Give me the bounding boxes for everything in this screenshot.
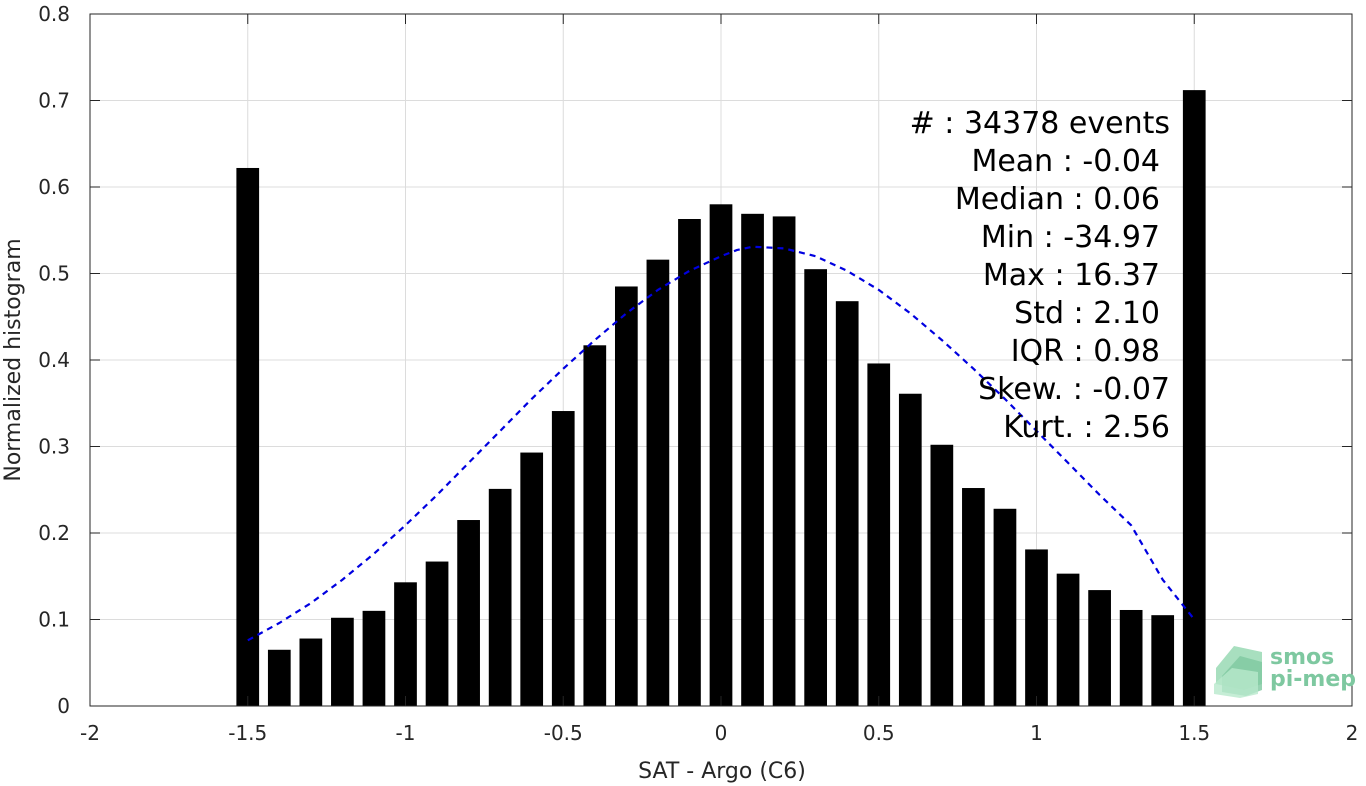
histogram-bar: [678, 219, 701, 706]
y-tick-label: 0.5: [38, 262, 70, 286]
smos-pi-mep-logo: smos pi-mep: [1214, 645, 1356, 698]
stats-line: Min : -34.97: [981, 220, 1160, 255]
y-tick-label: 0: [57, 694, 70, 718]
histogram-bar: [614, 286, 638, 706]
y-tick-label: 0.3: [38, 435, 70, 459]
x-tick-label: 1: [1030, 721, 1043, 745]
histogram-bar: [520, 452, 544, 706]
x-tick-label: -0.5: [544, 721, 583, 745]
stats-line: Skew. : -0.07: [978, 372, 1170, 407]
histogram-bar: [488, 488, 512, 706]
y-tick-label: 0.1: [38, 608, 70, 632]
histogram-bar: [930, 444, 954, 706]
x-tick-label: 2: [1346, 721, 1359, 745]
histogram-bar: [457, 520, 480, 706]
histogram-bar: [299, 638, 323, 706]
histogram-bar: [362, 610, 386, 706]
y-tick-label: 0.6: [38, 175, 70, 199]
histogram-bar: [331, 617, 354, 706]
x-tick-label: 1.5: [1178, 721, 1210, 745]
logo-line-2: pi-mep: [1270, 667, 1356, 692]
logo-mark-icon: [1214, 646, 1262, 698]
tick-labels: -2 -1.5 -1 -0.5 0 0.5 1 1.5 2 0 0.1 0.2 0.3 0.4 0.5 0.6…: [38, 2, 1358, 745]
stats-line: Max : 16.37: [983, 258, 1160, 293]
histogram-bar: [551, 411, 575, 706]
histogram-bar: [1025, 549, 1048, 706]
histogram-bar: [804, 269, 828, 706]
gaussian-fit-curve: [247, 245, 1196, 642]
histogram-bar: [236, 167, 260, 707]
x-tick-label: -1.5: [228, 721, 267, 745]
histogram-bar: [1088, 590, 1111, 706]
stats-line: Mean : -0.04: [971, 144, 1160, 179]
histogram-bar: [583, 345, 607, 706]
histogram-bar: [1151, 615, 1175, 706]
histogram-bar: [1182, 90, 1206, 707]
stats-line: Median : 0.06: [955, 182, 1160, 217]
histogram-bar: [709, 204, 733, 707]
stats-line: Std : 2.10: [1014, 296, 1160, 331]
histogram-bar: [425, 561, 449, 706]
histogram-bar: [267, 649, 291, 706]
axes-box: [89, 13, 1353, 707]
histogram-bar: [898, 393, 922, 706]
histogram-bar: [741, 213, 764, 706]
histogram-bar: [1119, 609, 1143, 706]
x-axis-title: SAT - Argo (C6): [638, 759, 806, 784]
histogram-bar: [1056, 573, 1080, 706]
stats-line: Kurt. : 2.56: [1003, 410, 1170, 445]
y-axis-title: Normalized histogram: [1, 238, 26, 481]
histogram-bar: [962, 488, 985, 706]
y-tick-label: 0.7: [38, 89, 70, 113]
histogram-bar: [867, 363, 891, 706]
logo-line-1: smos: [1270, 645, 1334, 670]
histogram-bar: [993, 508, 1017, 706]
stats-line: IQR : 0.98: [1011, 334, 1160, 369]
histogram-bar: [394, 582, 417, 706]
histogram-bar: [646, 259, 670, 706]
stats-line: # : 34378 events: [910, 106, 1170, 141]
x-tick-label: 0: [715, 721, 728, 745]
y-tick-label: 0.2: [38, 521, 70, 545]
x-tick-label: -1: [396, 721, 416, 745]
x-tick-label: -2: [80, 721, 100, 745]
histogram-bar: [835, 301, 859, 706]
x-tick-label: 0.5: [863, 721, 895, 745]
histogram-bar: [772, 216, 796, 706]
histogram-bars: [236, 90, 1206, 707]
y-tick-label: 0.8: [38, 2, 70, 26]
y-tick-label: 0.4: [38, 348, 70, 372]
